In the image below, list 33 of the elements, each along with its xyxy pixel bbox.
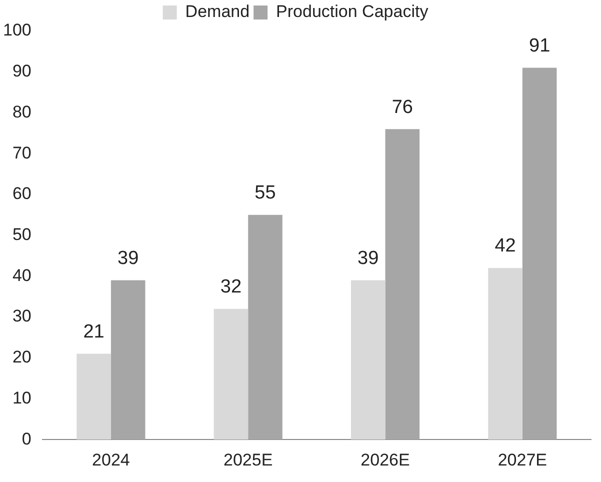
data-label: 91 — [528, 36, 550, 57]
x-tick-label: 2025E — [224, 450, 273, 470]
y-tick-label: 30 — [12, 306, 32, 326]
bar — [488, 268, 522, 440]
bar — [214, 308, 248, 440]
data-label: 55 — [254, 182, 276, 204]
y-tick-label: 40 — [12, 266, 32, 285]
y-tick-label: 10 — [12, 388, 32, 408]
y-tick-label: 100 — [2, 20, 32, 40]
data-label: 39 — [358, 248, 379, 269]
y-tick-label: 70 — [12, 143, 32, 162]
bar — [350, 280, 386, 440]
bar — [110, 280, 146, 440]
y-tick-label: 60 — [12, 184, 32, 204]
x-tick-label: 2026E — [360, 450, 410, 470]
data-label: 42 — [494, 236, 516, 257]
y-tick-label: 80 — [12, 102, 32, 122]
y-tick-label: 0 — [22, 429, 32, 448]
y-tick-label: 90 — [12, 62, 32, 81]
data-label: 76 — [392, 96, 413, 118]
bar — [76, 354, 111, 440]
y-tick-label: 50 — [12, 224, 32, 244]
x-tick-label: 2024 — [92, 450, 130, 470]
bar — [385, 129, 420, 440]
bar — [248, 214, 282, 440]
legend-label: Demand — [185, 2, 250, 22]
data-label: 21 — [83, 322, 104, 343]
x-tick-label: 2027E — [498, 450, 548, 470]
y-tick-label: 20 — [12, 348, 32, 367]
bar — [522, 68, 557, 440]
data-label: 32 — [220, 276, 242, 298]
legend-label: Production Capacity — [276, 2, 429, 22]
data-label: 39 — [118, 248, 139, 269]
